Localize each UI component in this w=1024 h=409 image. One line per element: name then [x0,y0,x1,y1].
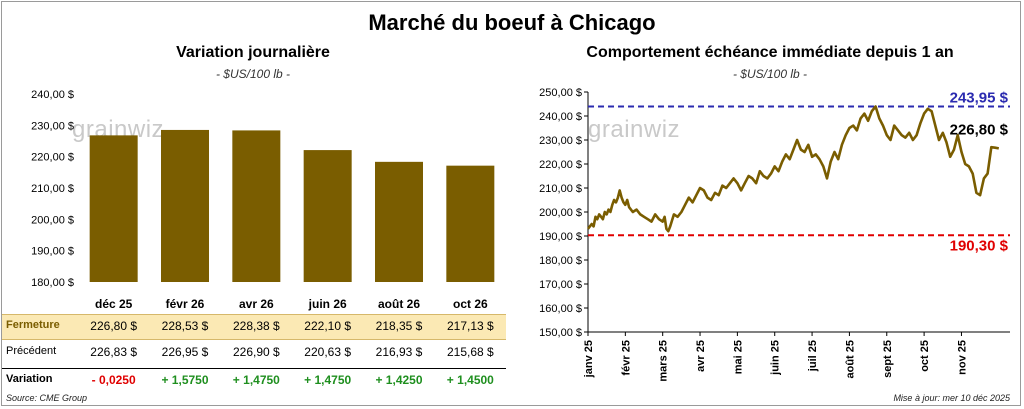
close-value: 217,13 $ [446,319,494,333]
bar-x-label: juin 26 [308,297,347,311]
line-chart-title: Comportement échéance immédiate depuis 1… [586,44,954,61]
bar [303,150,352,282]
line-x-tick-label: oct 25 [919,340,931,372]
bar-x-label: oct 26 [453,297,488,311]
price-series-line [586,105,1000,233]
close-row-label: Fermeture [6,319,60,331]
line-y-tick-label: 190,00 $ [539,231,582,243]
line-x-tick-label: août 25 [844,340,856,379]
bar-y-tick-label: 180,00 $ [31,277,74,289]
change-value: + 1,4250 [375,373,423,387]
previous-value: 220,63 $ [304,345,352,359]
bar [375,161,423,282]
close-value: 226,80 $ [90,319,138,333]
high-reference-label: 243,95 $ [950,90,1009,107]
previous-value: 226,83 $ [90,345,138,359]
line-x-tick-label: juil 25 [807,340,819,372]
line-y-tick-label: 230,00 $ [539,135,582,147]
line-x-tick-label: févr 25 [620,340,632,375]
bar-x-label: août 26 [378,297,420,311]
bar-y-tick-label: 230,00 $ [31,120,74,132]
bar-x-label: déc 25 [95,297,133,311]
bar [161,129,209,282]
bar [232,130,281,282]
bar-y-tick-label: 220,00 $ [31,152,74,164]
change-value: - 0,0250 [91,373,136,387]
previous-value: 226,95 $ [161,345,209,359]
line-x-tick-label: sept 25 [882,340,894,378]
change-value: + 1,4750 [232,373,280,387]
bar-y-tick-label: 210,00 $ [31,183,74,195]
bar-y-tick-label: 240,00 $ [31,89,74,101]
line-y-tick-label: 240,00 $ [539,111,582,123]
close-value: 228,53 $ [161,319,209,333]
line-x-tick-label: janv 25 [583,340,595,378]
line-x-tick-label: mai 25 [732,340,744,374]
page-title: Marché du boeuf à Chicago [368,10,656,35]
bar-y-tick-label: 190,00 $ [31,246,74,258]
line-y-tick-label: 170,00 $ [539,279,582,291]
low-reference-label: 190,30 $ [950,237,1009,254]
previous-row-label: Précédent [6,345,57,357]
line-y-tick-label: 220,00 $ [539,159,582,171]
previous-row: Précédent 226,83 $ 226,95 $ 226,90 $ 220,63… [2,341,506,365]
line-x-tick-label: avr 25 [695,340,707,372]
updated-text: Mise à jour: mer 10 déc 2025 [893,393,1010,403]
previous-value: 226,90 $ [232,345,280,359]
change-row-label: Variation [6,373,53,385]
bar-x-label: févr 26 [166,297,205,311]
change-row: Variation - 0,0250 + 1,5750 + 1,4750 + 1,47… [2,368,506,393]
bar [89,135,138,282]
change-value: + 1,4750 [304,373,352,387]
line-y-tick-label: 210,00 $ [539,183,582,195]
previous-value: 216,93 $ [375,345,423,359]
line-y-tick-label: 160,00 $ [539,303,582,315]
source-text: Source: CME Group [6,393,88,403]
grainwiz-watermark-right: grainwiz [588,116,681,143]
change-value: + 1,5750 [161,373,209,387]
line-x-tick-label: mars 25 [658,340,670,382]
bar-chart: 180,00 $ 190,00 $ 200,00 $ 210,00 $ 220,00 $… [31,89,495,311]
close-value: 222,10 $ [304,319,352,333]
bar-chart-title: Variation journalière [176,44,330,61]
bar [446,165,495,282]
close-value: 218,35 $ [375,319,423,333]
line-x-tick-label: juin 25 [770,340,782,376]
bar-x-label: avr 26 [239,297,274,311]
last-value-label: 226,80 $ [950,121,1009,138]
line-y-tick-label: 200,00 $ [539,207,582,219]
line-y-tick-label: 150,00 $ [539,327,582,339]
bar-chart-unit: - $US/100 lb - [215,67,291,81]
bar-y-tick-label: 200,00 $ [31,214,74,226]
line-chart: 150,00 $ 160,00 $ 170,00 $ 180,00 $ 190,00 $… [539,87,1010,382]
line-x-tick-label: nov 25 [956,340,968,375]
previous-value: 215,68 $ [446,345,494,359]
change-value: + 1,4500 [446,373,494,387]
line-y-tick-label: 250,00 $ [539,87,582,99]
line-chart-unit: - $US/100 lb - [732,67,808,81]
line-y-tick-label: 180,00 $ [539,255,582,267]
close-row: Fermeture 226,80 $ 228,53 $ 228,38 $ 222,10… [2,314,506,340]
close-value: 228,38 $ [232,319,280,333]
